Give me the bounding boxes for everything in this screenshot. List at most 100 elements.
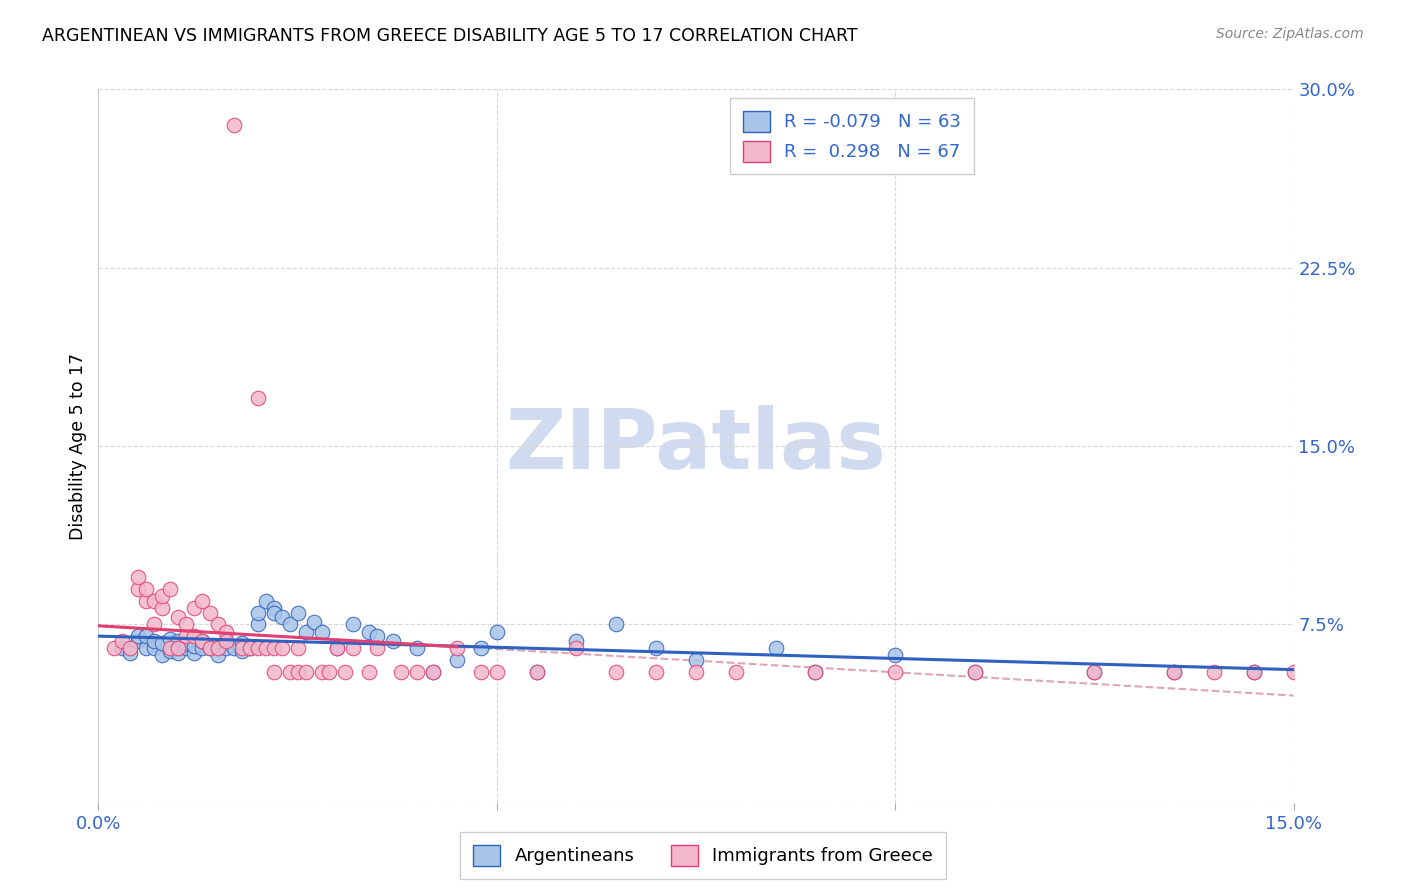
- Point: [143, 593, 166, 607]
- Point: [318, 665, 340, 679]
- Point: [198, 606, 221, 620]
- Point: [278, 665, 301, 679]
- Legend: Argentineans, Immigrants from Greece: Argentineans, Immigrants from Greece: [461, 832, 945, 879]
- Point: [239, 641, 262, 656]
- Point: [565, 641, 588, 656]
- Point: [765, 641, 787, 656]
- Point: [1163, 665, 1185, 679]
- Point: [422, 665, 444, 679]
- Text: ARGENTINEAN VS IMMIGRANTS FROM GREECE DISABILITY AGE 5 TO 17 CORRELATION CHART: ARGENTINEAN VS IMMIGRANTS FROM GREECE DI…: [42, 27, 858, 45]
- Point: [406, 641, 429, 656]
- Text: ZIPatlas: ZIPatlas: [506, 406, 886, 486]
- Point: [143, 634, 166, 648]
- Point: [167, 646, 190, 660]
- Point: [287, 641, 309, 656]
- Point: [884, 648, 907, 663]
- Point: [526, 665, 548, 679]
- Point: [174, 641, 197, 656]
- Point: [254, 593, 277, 607]
- Point: [167, 641, 190, 656]
- Point: [485, 624, 508, 639]
- Point: [804, 665, 827, 679]
- Point: [167, 610, 190, 624]
- Point: [342, 641, 364, 656]
- Point: [470, 641, 492, 656]
- Point: [406, 665, 429, 679]
- Point: [174, 629, 197, 643]
- Point: [150, 648, 173, 663]
- Point: [183, 639, 205, 653]
- Point: [207, 648, 229, 663]
- Point: [645, 665, 668, 679]
- Point: [446, 641, 468, 656]
- Point: [183, 646, 205, 660]
- Point: [1282, 665, 1305, 679]
- Point: [359, 665, 381, 679]
- Point: [183, 629, 205, 643]
- Point: [135, 641, 157, 656]
- Point: [120, 641, 142, 656]
- Point: [326, 641, 349, 656]
- Point: [231, 643, 253, 657]
- Point: [167, 641, 190, 656]
- Point: [127, 582, 149, 596]
- Point: [135, 593, 157, 607]
- Point: [207, 641, 229, 656]
- Point: [326, 641, 349, 656]
- Point: [366, 629, 388, 643]
- Point: [239, 641, 262, 656]
- Point: [191, 634, 214, 648]
- Point: [174, 617, 197, 632]
- Point: [159, 582, 181, 596]
- Point: [389, 665, 412, 679]
- Point: [342, 617, 364, 632]
- Point: [207, 641, 229, 656]
- Point: [270, 610, 292, 624]
- Point: [311, 665, 333, 679]
- Point: [724, 665, 747, 679]
- Point: [174, 636, 197, 650]
- Point: [605, 665, 627, 679]
- Point: [150, 636, 173, 650]
- Point: [804, 665, 827, 679]
- Point: [294, 624, 316, 639]
- Point: [191, 634, 214, 648]
- Point: [111, 641, 134, 656]
- Point: [127, 570, 149, 584]
- Point: [565, 634, 588, 648]
- Point: [246, 617, 269, 632]
- Point: [198, 641, 221, 656]
- Point: [135, 582, 157, 596]
- Point: [120, 646, 142, 660]
- Point: [191, 593, 214, 607]
- Point: [254, 641, 277, 656]
- Point: [278, 617, 301, 632]
- Point: [127, 629, 149, 643]
- Point: [215, 634, 238, 648]
- Point: [963, 665, 986, 679]
- Point: [485, 665, 508, 679]
- Point: [1243, 665, 1265, 679]
- Point: [366, 641, 388, 656]
- Point: [422, 665, 444, 679]
- Point: [1202, 665, 1225, 679]
- Point: [287, 606, 309, 620]
- Point: [645, 641, 668, 656]
- Point: [263, 665, 285, 679]
- Point: [263, 606, 285, 620]
- Point: [167, 634, 190, 648]
- Point: [246, 606, 269, 620]
- Point: [359, 624, 381, 639]
- Point: [311, 624, 333, 639]
- Point: [884, 665, 907, 679]
- Legend: R = -0.079   N = 63, R =  0.298   N = 67: R = -0.079 N = 63, R = 0.298 N = 67: [730, 98, 974, 174]
- Point: [963, 665, 986, 679]
- Point: [470, 665, 492, 679]
- Point: [222, 118, 245, 132]
- Point: [1163, 665, 1185, 679]
- Point: [446, 653, 468, 667]
- Point: [263, 600, 285, 615]
- Point: [143, 641, 166, 656]
- Point: [215, 641, 238, 656]
- Point: [1243, 665, 1265, 679]
